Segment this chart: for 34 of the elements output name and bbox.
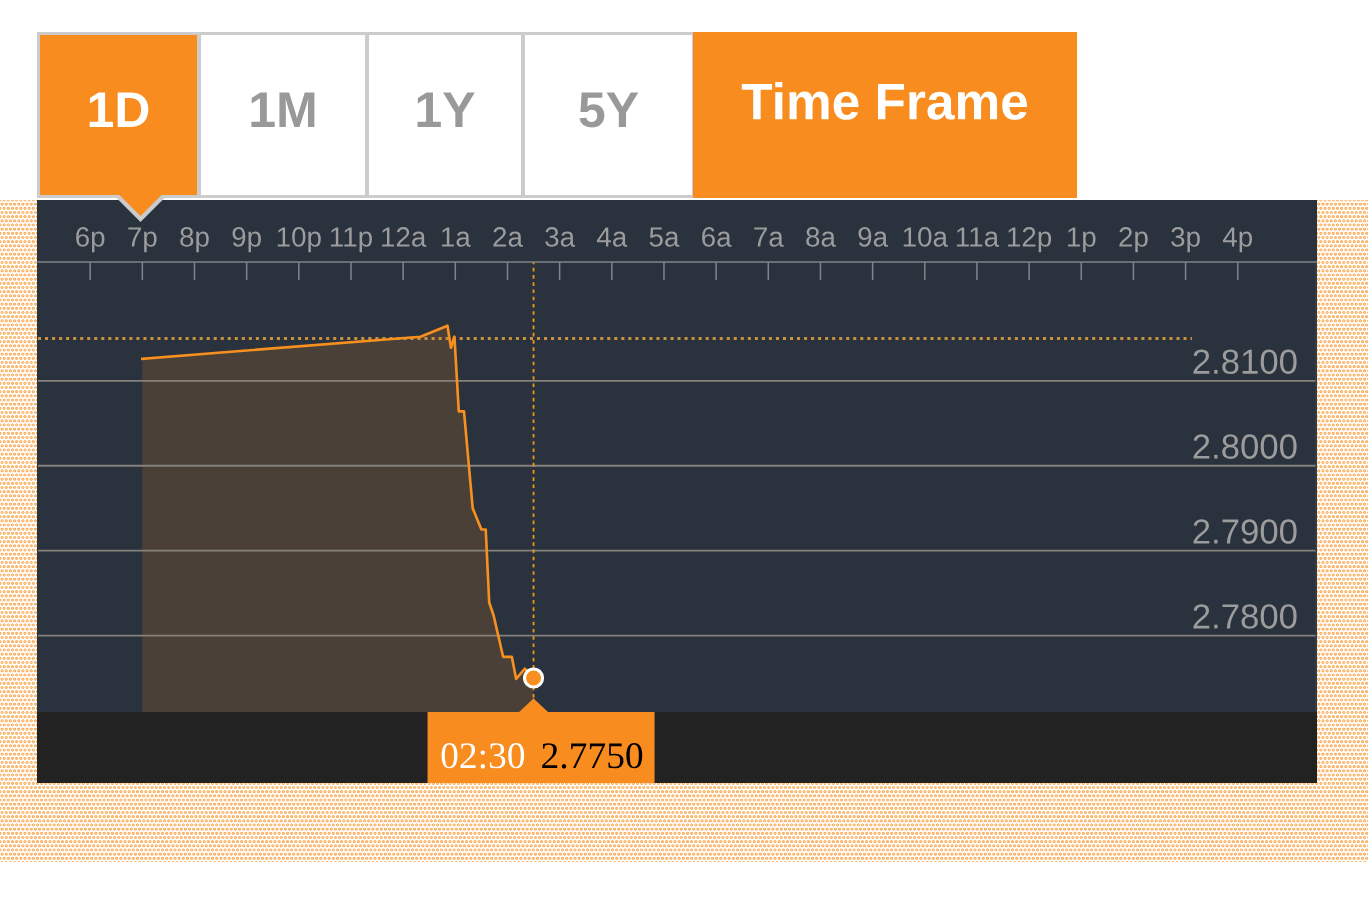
x-tick-label: 8p <box>180 227 209 253</box>
y-tick-label: 2.7900 <box>1193 519 1297 544</box>
x-tick-label: 2p <box>1119 227 1148 253</box>
x-tick-label: 3a <box>545 227 576 247</box>
x-tick-label: 9p <box>232 227 261 253</box>
text: 1M <box>251 92 315 127</box>
x-tick-label: 12a <box>382 227 427 247</box>
x-tick-label: 10p <box>277 227 321 253</box>
annotation: 02:30 <box>441 743 525 769</box>
x-tick-label: 4p <box>1222 227 1253 253</box>
x-tick-label: 12p <box>1008 227 1052 253</box>
text: 5Y <box>579 92 639 128</box>
annotation: 2.7750 <box>542 743 643 769</box>
x-tick-label: 11p <box>330 227 372 253</box>
y-tick-label: 2.8000 <box>1193 434 1297 459</box>
x-tick-label: 1a <box>441 227 471 247</box>
x-tick-label: 5a <box>649 227 680 247</box>
x-tick-label: 7a <box>754 227 784 247</box>
text: 1D <box>89 92 149 127</box>
x-tick-label: 6p <box>76 227 105 253</box>
x-tick-label: 7p <box>128 227 157 253</box>
x-tick-label: 9a <box>858 227 889 247</box>
x-tick-label: 8a <box>806 227 836 247</box>
x-tick-label: 3p <box>1171 227 1200 253</box>
x-tick-label: 11a <box>956 227 1000 247</box>
x-tick-label: 2a <box>493 227 523 247</box>
x-tick-label: 1p <box>1067 227 1096 253</box>
y-tick-label: 2.7800 <box>1193 604 1297 629</box>
x-tick-label: 6a <box>702 227 732 247</box>
text: 1Y <box>417 92 475 127</box>
y-tick-label: 2.8100 <box>1193 349 1297 374</box>
x-tick-label: 4a <box>596 227 628 247</box>
x-tick-label: 10a <box>903 227 948 247</box>
chart-title: Time Frame <box>741 82 1028 120</box>
